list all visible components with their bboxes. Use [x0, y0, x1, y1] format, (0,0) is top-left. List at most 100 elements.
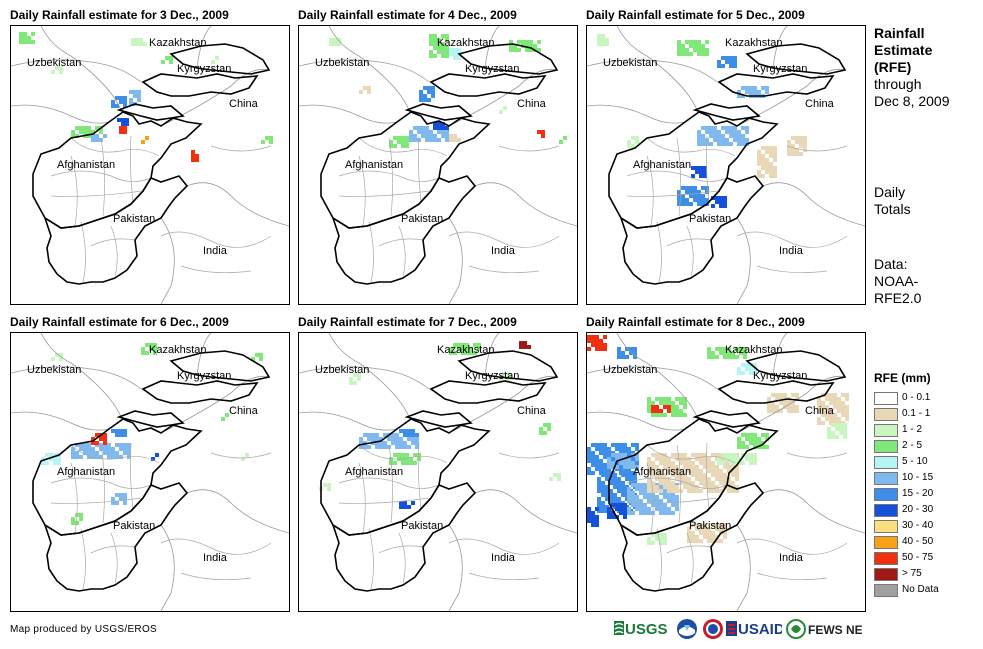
country-label-kyrgyzstan: Kyrgyzstan [177, 370, 231, 382]
rainfall-cell [429, 42, 433, 46]
rainfall-cell [19, 36, 23, 40]
rainfall-cell [749, 86, 753, 90]
legend-title: RFE (mm) [874, 371, 931, 385]
rainfall-cell [387, 437, 391, 441]
rainfall-cell [599, 451, 603, 455]
rainfall-cell [701, 198, 705, 202]
rainfall-cell [683, 397, 687, 401]
rainfall-cell [677, 52, 681, 56]
rainfall-cell [671, 503, 675, 507]
rainfall-cell [749, 457, 753, 461]
rainfall-cell [401, 140, 405, 144]
country-label-uzbekistan: Uzbekistan [27, 57, 81, 69]
panel-title: Daily Rainfall estimate for 6 Dec., 2009 [10, 315, 229, 329]
rainfall-cell [711, 535, 715, 539]
rainfall-cell [741, 441, 745, 445]
rainfall-cell [429, 50, 433, 54]
rainfall-cell [449, 134, 453, 138]
rainfall-cell [123, 497, 127, 501]
rainfall-cell [635, 136, 639, 140]
rainfall-cell [137, 90, 141, 94]
rainfall-cell [715, 200, 719, 204]
rainfall-cell [703, 170, 707, 174]
rainfall-cell [141, 347, 145, 351]
rainfall-cell [651, 413, 655, 417]
rainfall-cell [737, 437, 741, 441]
rainfall-cell [393, 461, 397, 465]
rainfall-cell [607, 451, 611, 455]
rainfall-cell [689, 44, 693, 48]
rainfall-cell [597, 42, 601, 46]
rainfall-cell [735, 477, 739, 481]
rainfall-cell [453, 48, 457, 52]
rainfall-cell [107, 443, 111, 447]
rainfall-cell [75, 443, 79, 447]
rainfall-cell [651, 453, 655, 457]
rainfall-cell [715, 469, 719, 473]
rainfall-cell [433, 138, 437, 142]
rainfall-cell [741, 363, 745, 367]
rainfall-cell [507, 373, 511, 377]
rainfall-cell [639, 491, 643, 495]
rainfall-cell [517, 40, 521, 44]
rainfall-cell [677, 190, 681, 194]
rainfall-cell [663, 457, 667, 461]
rainfall-cell [425, 138, 429, 142]
rainfall-cell [711, 461, 715, 465]
rainfall-cell [409, 130, 413, 134]
side-title-line: (RFE) [874, 59, 912, 75]
rainfall-cell [165, 56, 169, 60]
rainfall-cell [509, 48, 513, 52]
rainfall-cell [547, 423, 551, 427]
rainfall-cell [419, 98, 423, 102]
rainfall-cell [605, 38, 609, 42]
rainfall-cell [679, 481, 683, 485]
rainfall-cell [655, 413, 659, 417]
rainfall-cell [507, 377, 511, 381]
rainfall-cell [723, 481, 727, 485]
rainfall-cell [621, 489, 625, 493]
rainfall-cell [711, 204, 715, 208]
rainfall-cell [829, 393, 833, 397]
country-label-kyrgyzstan: Kyrgyzstan [465, 370, 519, 382]
rainfall-cell [663, 491, 667, 495]
rainfall-cell [27, 36, 31, 40]
rainfall-cell [405, 457, 409, 461]
rainfall-cell [525, 40, 529, 44]
rainfall-cell [757, 170, 761, 174]
rainfall-cell [115, 455, 119, 459]
side-daily: Daily [874, 184, 906, 200]
rainfall-cell [675, 507, 679, 511]
rainfall-cell [703, 465, 707, 469]
rainfall-cell [707, 461, 711, 465]
rainfall-cell [833, 397, 837, 401]
rainfall-cell [407, 437, 411, 441]
rainfall-cell [791, 393, 795, 397]
rainfall-cell [603, 455, 607, 459]
rainfall-cell [683, 485, 687, 489]
rainfall-cell [429, 138, 433, 142]
rainfall-cell [79, 443, 83, 447]
country-boundary [587, 59, 718, 83]
rainfall-cell [667, 511, 671, 515]
rainfall-cell [411, 433, 415, 437]
province-boundary [686, 225, 694, 277]
rainfall-cell [539, 431, 543, 435]
rainfall-cell [445, 34, 449, 38]
rainfall-cell [87, 451, 91, 455]
rainfall-cell [615, 503, 619, 507]
rainfall-cell [169, 60, 173, 64]
rainfall-cell [195, 158, 199, 162]
map-frame: Kazakhstan Uzbekistan Kyrgyzstan China Afgha… [10, 332, 290, 612]
rainfall-cell [825, 393, 829, 397]
rainfall-cell [445, 54, 449, 58]
rainfall-cell [103, 134, 107, 138]
rainfall-cell [741, 461, 745, 465]
rainfall-cell [725, 60, 729, 64]
usaid-logo: USAID [726, 621, 782, 638]
rainfall-cell [441, 46, 445, 50]
province-boundary [646, 155, 654, 227]
rainfall-cell [91, 441, 95, 445]
focus-boundary [692, 410, 761, 428]
rainfall-cell [83, 443, 87, 447]
